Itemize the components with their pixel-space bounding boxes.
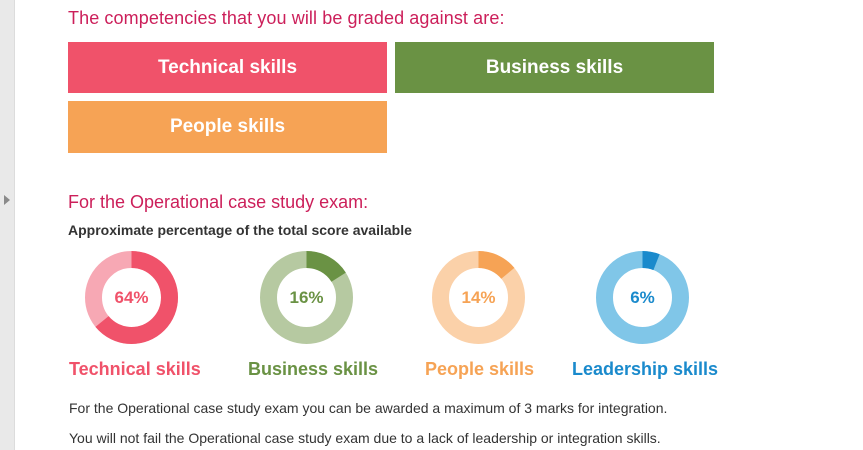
leadership-skills-donut: 6%	[595, 250, 690, 345]
technical-skills-tile: Technical skills	[68, 42, 387, 93]
technical-donut-arc	[85, 251, 178, 344]
people-skills-donut: 14%	[431, 250, 526, 345]
integration-note: For the Operational case study exam you …	[69, 400, 668, 416]
people-donut-arc	[432, 251, 525, 344]
business-skills-label: Business skills	[248, 359, 379, 379]
people-skills-tile: People skills	[68, 101, 387, 153]
expand-arrow-icon[interactable]	[4, 195, 10, 205]
technical-donut-svg	[85, 251, 178, 344]
competencies-heading: The competencies that you will be graded…	[68, 8, 505, 28]
leadership-donut-arc	[596, 251, 689, 344]
business-donut-arc	[260, 251, 353, 344]
left-sidebar-rail	[0, 0, 15, 450]
leadership-skills-label: Leadership skills	[572, 359, 719, 379]
people-donut-svg	[432, 251, 525, 344]
score-caption: Approximate percentage of the total scor…	[68, 222, 412, 238]
exam-heading: For the Operational case study exam:	[68, 192, 369, 212]
technical-percent: 64%	[114, 287, 149, 307]
leadership-note: You will not fail the Operational case s…	[69, 430, 661, 446]
business-skills-donut: 16%	[259, 250, 354, 345]
technical-skills-donut: 64%	[84, 250, 179, 345]
business-skills-tile: Business skills	[395, 42, 714, 93]
leadership-percent: 6%	[630, 287, 655, 307]
business-percent: 16%	[289, 287, 324, 307]
business-donut-svg	[260, 251, 353, 344]
people-percent: 14%	[461, 287, 496, 307]
technical-skills-label: Technical skills	[69, 359, 201, 379]
people-skills-label: People skills	[425, 359, 535, 379]
leadership-donut-svg	[596, 251, 689, 344]
